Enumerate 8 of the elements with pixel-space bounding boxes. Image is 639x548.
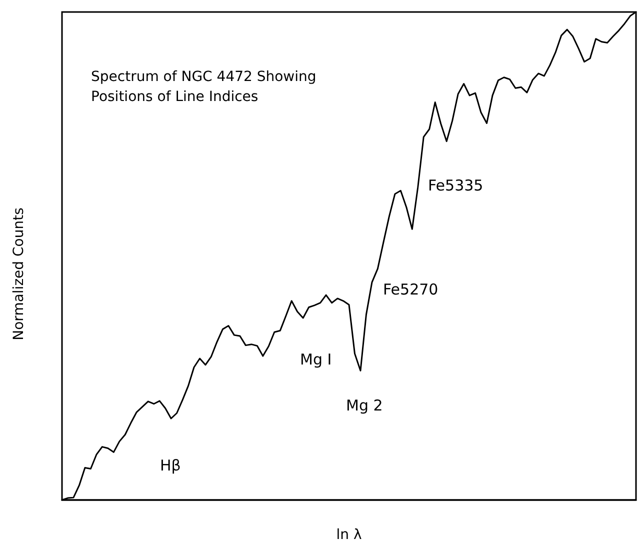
x-axis-title: ln λ [336, 527, 362, 543]
annotation: Hβ [160, 456, 181, 474]
annotation: Mg I [300, 350, 332, 368]
y-axis-title: Normalized Counts [11, 208, 27, 340]
text: Spectrum of NGC 4472 Showing Positions of Line Indices [91, 69, 321, 105]
annotation: Fe5335 [428, 176, 484, 194]
annotation: Fe5270 [383, 280, 438, 298]
annotation: Mg 2 [346, 396, 383, 414]
